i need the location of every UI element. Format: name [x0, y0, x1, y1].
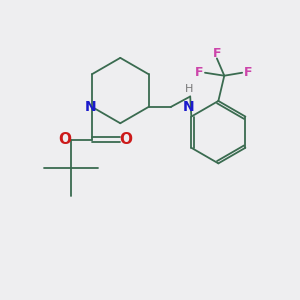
Text: O: O — [58, 132, 71, 147]
Text: H: H — [184, 84, 193, 94]
Text: F: F — [213, 46, 221, 60]
Text: F: F — [195, 66, 203, 79]
Text: F: F — [244, 66, 252, 79]
Text: N: N — [183, 100, 194, 114]
Text: O: O — [120, 132, 133, 147]
Text: N: N — [85, 100, 96, 114]
